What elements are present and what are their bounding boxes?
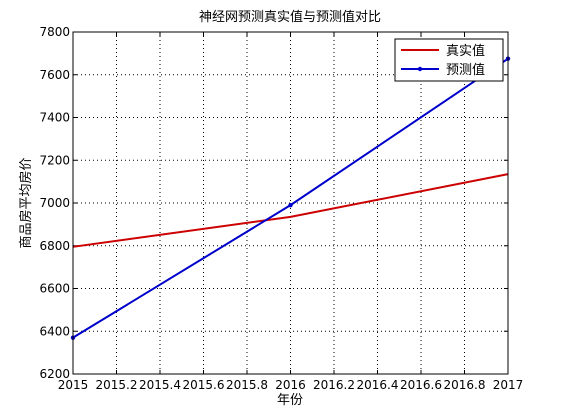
x-tick-label: 2016.8 <box>444 378 486 392</box>
x-tick-label: 2015.6 <box>183 378 225 392</box>
legend-label-1: 真实值 <box>446 43 485 59</box>
series-point-2 <box>288 202 293 208</box>
y-tick-label: 6800 <box>39 239 70 253</box>
x-tick-label: 2016.4 <box>357 378 399 392</box>
plot-frame <box>72 31 509 375</box>
y-tick-label: 7000 <box>39 196 70 210</box>
x-tick-label: 2016.2 <box>313 378 355 392</box>
x-axis-label: 年份 <box>277 393 303 408</box>
y-tick-label: 6600 <box>39 282 70 296</box>
series-layer <box>70 56 511 340</box>
y-tick-label: 6400 <box>39 324 70 338</box>
legend-label-2: 预测值 <box>446 62 485 78</box>
y-tick-label: 7400 <box>39 111 70 125</box>
series-line-1 <box>72 173 509 248</box>
x-tick-label: 2017 <box>493 378 524 392</box>
y-axis-label: 商品房平均房价 <box>18 157 34 248</box>
x-tick-label: 2016.6 <box>400 378 442 392</box>
tick-labels: 2015 2015.2 2015.4 2015.6 2015.8 2016 2016.2 20… <box>39 25 523 392</box>
x-tick-label: 2016 <box>275 378 306 392</box>
x-tick-label: 2015.2 <box>96 378 138 392</box>
y-tick-label: 7600 <box>39 68 70 82</box>
y-tick-label: 7800 <box>39 25 70 39</box>
y-tick-label: 6200 <box>39 367 70 381</box>
chart-title: 神经网预测真实值与预测值对比 <box>199 9 381 25</box>
legend-box <box>394 38 504 82</box>
x-tick-label: 2015.8 <box>226 378 268 392</box>
x-tick-label: 2015 <box>58 378 89 392</box>
y-tick-label: 7200 <box>39 153 70 167</box>
legend-marker-2 <box>417 66 423 72</box>
x-tick-label: 2015.4 <box>139 378 181 392</box>
